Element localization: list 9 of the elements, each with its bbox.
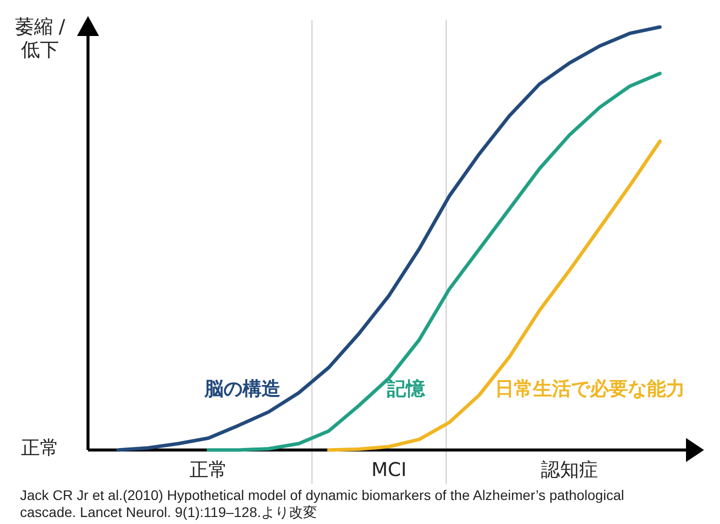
text: 正常 bbox=[21, 437, 59, 460]
y-axis-title: 萎縮 / 低下 bbox=[14, 16, 66, 61]
text: Jack CR Jr et al.(2010) Hypothetical model of dynamic biomarkers of the Alzheimer’s pathological cascade. Lancet Neurol. 9(1):119–128.より改変 bbox=[20, 487, 626, 521]
series-label: 脳の構造 bbox=[204, 378, 282, 400]
x-tick-label: 正常 bbox=[189, 459, 228, 481]
x-tick-label: MCI bbox=[371, 459, 407, 481]
x-tick-label: 認知症 bbox=[541, 459, 598, 481]
series-label: 記憶 bbox=[386, 378, 426, 400]
series-label: 日常生活で必要な能力 bbox=[494, 378, 685, 400]
